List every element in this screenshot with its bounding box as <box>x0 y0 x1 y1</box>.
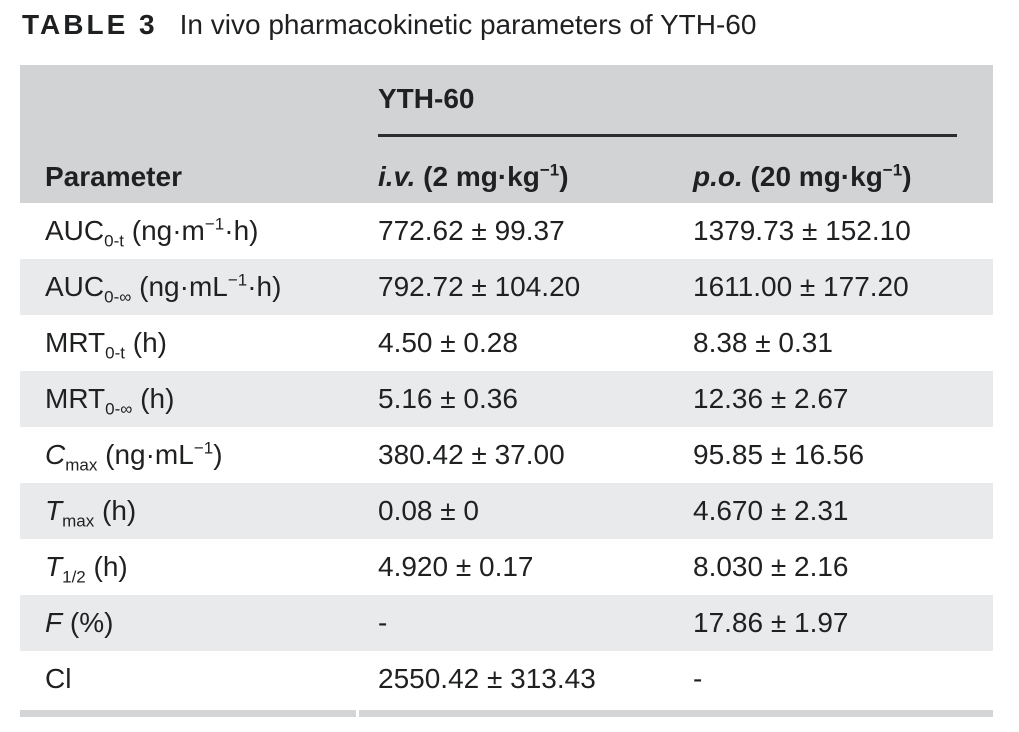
table-caption: TABLE 3 In vivo pharmacokinetic parameter… <box>22 8 756 42</box>
parameter-cell: T1/2 (h) <box>45 551 128 587</box>
parameter-cell: Cl <box>45 663 72 694</box>
po-value-cell: - <box>693 663 703 694</box>
parameter-cell: MRT0-∞ (h) <box>45 383 175 419</box>
po-value-cell: 8.38 ± 0.31 <box>693 327 833 358</box>
column-header-parameter: Parameter <box>45 161 182 192</box>
po-value-cell: 12.36 ± 2.67 <box>693 383 849 414</box>
parameter-cell: MRT0-t (h) <box>45 327 167 363</box>
po-value-cell: 8.030 ± 2.16 <box>693 551 849 582</box>
iv-value-cell: 4.50 ± 0.28 <box>378 327 518 358</box>
po-value-cell: 1379.73 ± 152.10 <box>693 215 911 246</box>
po-value-cell: 95.85 ± 16.56 <box>693 439 865 470</box>
column-group-header: YTH-60 <box>378 83 475 114</box>
column-header-iv: i.v. (2 mg·kg−1) <box>378 160 569 192</box>
bottom-rule-segment <box>20 710 356 717</box>
iv-value-cell: 0.08 ± 0 <box>378 495 479 526</box>
column-header-row: Parameter i.v. (2 mg·kg−1) p.o. (20 mg·k… <box>20 161 993 193</box>
column-header-po: p.o. (20 mg·kg−1) <box>693 160 912 192</box>
iv-value-cell: 5.16 ± 0.36 <box>378 383 518 414</box>
iv-value-cell: - <box>378 607 388 638</box>
po-value-cell: 4.670 ± 2.31 <box>693 495 849 526</box>
table-bottom-rule <box>20 710 993 717</box>
po-value-cell: 17.86 ± 1.97 <box>693 607 849 638</box>
column-group-rule <box>378 134 957 137</box>
table-row: Cmax (ng·mL−1) 380.42 ± 37.00 95.85 ± 16… <box>20 427 993 483</box>
parameter-cell: Cmax (ng·mL−1) <box>45 438 223 475</box>
table-row: T1/2 (h) 4.920 ± 0.17 8.030 ± 2.16 <box>20 539 993 595</box>
bottom-rule-segment <box>359 710 993 717</box>
iv-value-cell: 792.72 ± 104.20 <box>378 271 581 302</box>
iv-value-cell: 380.42 ± 37.00 <box>378 439 565 470</box>
table-title: In vivo pharmacokinetic parameters of YT… <box>179 9 757 40</box>
table-row: Cl 2550.42 ± 313.43 - <box>20 651 993 707</box>
parameter-cell: AUC0-∞ (ng·mL−1·h) <box>45 270 282 307</box>
table-row: AUC0-∞ (ng·mL−1·h) 792.72 ± 104.20 1611.… <box>20 259 993 315</box>
parameter-cell: AUC0-t (ng·m−1·h) <box>45 214 259 251</box>
table-row: F (%) - 17.86 ± 1.97 <box>20 595 993 651</box>
parameter-cell: F (%) <box>45 607 114 638</box>
table-row: MRT0-t (h) 4.50 ± 0.28 8.38 ± 0.31 <box>20 315 993 371</box>
po-value-cell: 1611.00 ± 177.20 <box>693 271 909 302</box>
bottom-rule-seam <box>356 710 359 717</box>
iv-value-cell: 772.62 ± 99.37 <box>378 215 565 246</box>
table-row: AUC0-t (ng·m−1·h) 772.62 ± 99.37 1379.73… <box>20 203 993 259</box>
table-number: TABLE 3 <box>22 9 158 40</box>
parameter-cell: Tmax (h) <box>45 495 137 531</box>
pk-table: YTH-60 Parameter i.v. (2 mg·kg−1) p.o. (… <box>20 65 993 717</box>
iv-value-cell: 4.920 ± 0.17 <box>378 551 534 582</box>
iv-value-cell: 2550.42 ± 313.43 <box>378 663 596 694</box>
table-row: Tmax (h) 0.08 ± 0 4.670 ± 2.31 <box>20 483 993 539</box>
table-row: MRT0-∞ (h) 5.16 ± 0.36 12.36 ± 2.67 <box>20 371 993 427</box>
table-header-band: YTH-60 Parameter i.v. (2 mg·kg−1) p.o. (… <box>20 65 993 203</box>
